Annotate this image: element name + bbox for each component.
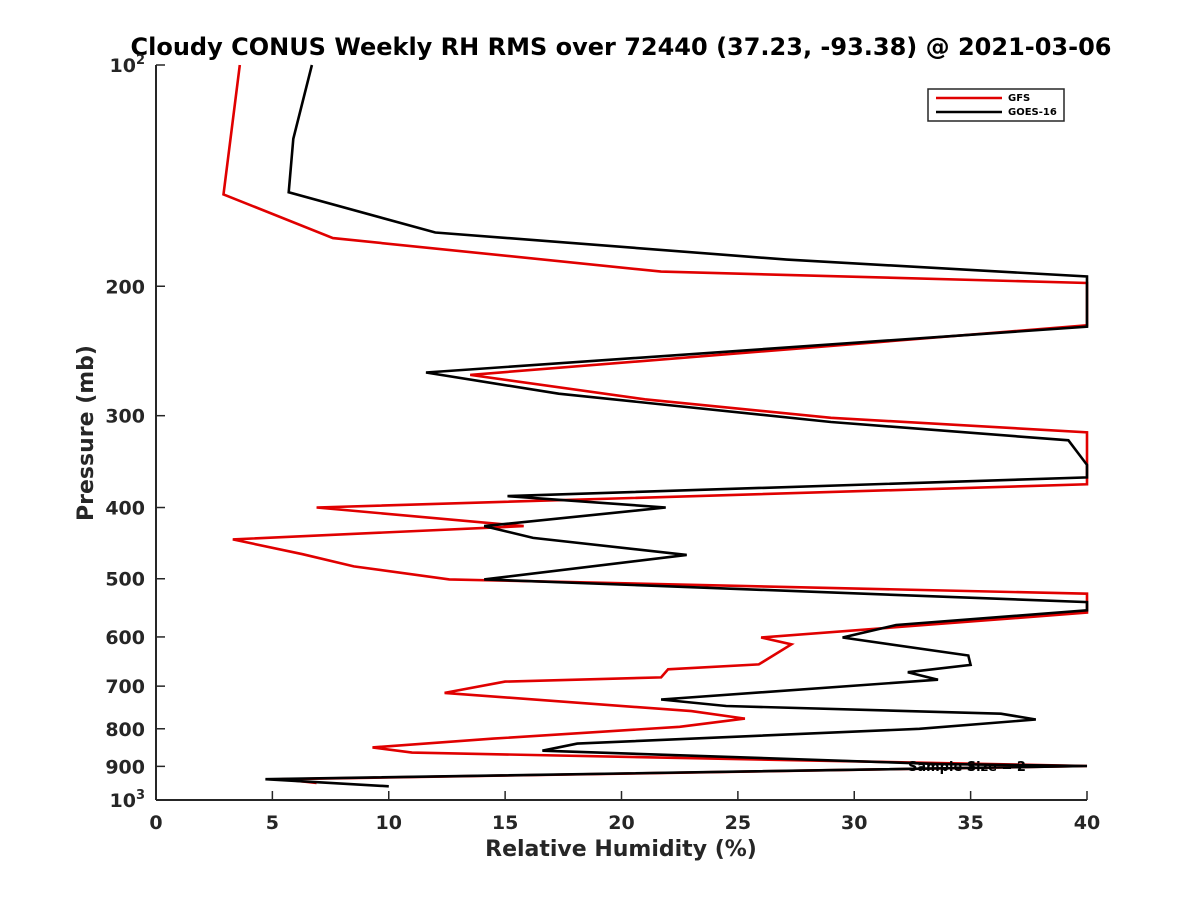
x-tick-label: 40 <box>1074 812 1100 834</box>
x-tick-label: 35 <box>957 812 983 834</box>
legend-label-gfs: GFS <box>1008 93 1030 104</box>
y-tick-label: 400 <box>105 498 145 520</box>
y-tick-label: 900 <box>105 756 145 778</box>
x-tick-label: 15 <box>492 812 518 834</box>
chart-title: Cloudy CONUS Weekly RH RMS over 72440 (3… <box>131 33 1112 61</box>
sample-size-annotation: Sample Size = 2 <box>908 760 1026 775</box>
x-tick-label: 5 <box>266 812 279 834</box>
y-tick-label: 800 <box>105 719 145 741</box>
y-tick-label: 103 <box>110 788 146 812</box>
y-tick-label: 102 <box>110 53 146 77</box>
axes <box>155 65 1087 801</box>
series-lines <box>222 64 1089 788</box>
series-line-gfs <box>222 64 1089 785</box>
series-line-goes-16 <box>265 64 1089 788</box>
x-tick-label: 0 <box>149 812 162 834</box>
y-ticks: 102 200 300 400 500 600 700 800 900 103 <box>105 53 165 812</box>
x-axis-label: Relative Humidity (%) <box>485 837 757 862</box>
x-tick-label: 20 <box>608 812 634 834</box>
x-ticks: 0 5 10 15 20 25 30 35 40 <box>149 791 1100 834</box>
y-tick-label: 200 <box>105 276 145 298</box>
y-tick-label: 700 <box>105 676 145 698</box>
y-tick-label: 500 <box>105 569 145 591</box>
y-tick-label: 600 <box>105 627 145 649</box>
x-tick-label: 25 <box>725 812 751 834</box>
y-axis-label: Pressure (mb) <box>74 345 99 521</box>
x-tick-label: 30 <box>841 812 867 834</box>
legend-box <box>927 88 1065 122</box>
legend-label-goes16: GOES-16 <box>1008 107 1057 118</box>
y-tick-label: 300 <box>105 406 145 428</box>
x-tick-label: 10 <box>376 812 402 834</box>
legend: GFS GOES-16 <box>927 88 1065 122</box>
